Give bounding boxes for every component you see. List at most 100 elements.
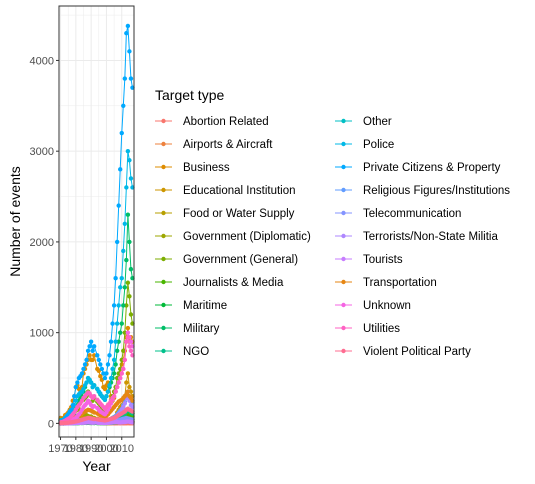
legend: Target type Abortion Related Airports & A… (155, 87, 510, 358)
data-point (81, 366, 86, 372)
legend-label: Utilities (363, 323, 400, 335)
data-point (121, 303, 126, 308)
data-point (104, 393, 109, 399)
data-point (119, 130, 124, 136)
y-axis-title: Number of events (7, 166, 23, 277)
x-tick-label: 1970 (48, 443, 72, 455)
data-point (98, 362, 103, 367)
data-point (127, 384, 132, 390)
legend-label: Tourists (363, 254, 403, 266)
data-point (128, 348, 134, 353)
legend-entries: Abortion Related Airports & Aircraft Busin… (155, 116, 510, 358)
data-point (110, 321, 115, 326)
data-point (85, 348, 91, 353)
data-point (107, 383, 112, 388)
legend-item: Maritime (155, 300, 227, 312)
data-point (111, 303, 117, 308)
data-point (79, 371, 85, 376)
legend-key-point (161, 279, 166, 285)
y-tick-label: 1000 (30, 328, 54, 340)
data-point (124, 303, 129, 308)
x-axis-title: Year (82, 458, 111, 474)
data-point (73, 398, 79, 403)
data-point (122, 221, 128, 226)
data-point (87, 344, 92, 349)
legend-item: Abortion Related (155, 116, 269, 128)
data-point (128, 266, 134, 272)
data-point (69, 407, 74, 412)
legend-key-point (341, 164, 346, 170)
data-point (119, 357, 124, 363)
data-point (90, 348, 95, 353)
legend-key-point (161, 302, 166, 308)
data-point (110, 366, 115, 372)
data-point (122, 357, 128, 363)
series-violent-political-party (58, 406, 135, 426)
legend-key-point (341, 210, 346, 216)
data-point (118, 366, 123, 372)
legend-item: Terrorists/Non-State Militia (335, 231, 498, 243)
data-point (125, 148, 131, 154)
legend-item: NGO (155, 346, 209, 358)
legend-title: Target type (155, 87, 224, 103)
data-point (118, 330, 123, 335)
data-point (75, 380, 80, 385)
legend-label: Other (363, 116, 392, 128)
plot-panel (58, 5, 135, 438)
data-point (102, 397, 108, 402)
data-point (122, 401, 128, 406)
data-point (113, 362, 118, 367)
legend-label: Unknown (363, 300, 411, 312)
data-point (72, 393, 77, 399)
data-point (114, 384, 120, 390)
legend-label: NGO (183, 346, 209, 358)
legend-item: Religious Figures/Institutions (335, 185, 510, 197)
data-point (81, 386, 86, 392)
data-point (92, 344, 97, 349)
legend-key-point (341, 256, 346, 262)
data-point (111, 357, 117, 363)
data-point (108, 375, 114, 381)
data-point (127, 239, 132, 245)
legend-item: Airports & Aircraft (155, 139, 273, 151)
data-point (84, 380, 89, 385)
data-point (124, 339, 129, 344)
data-point (127, 344, 132, 349)
data-point (82, 362, 88, 367)
legend-key-point (341, 187, 346, 193)
legend-key-point (161, 233, 166, 239)
data-point (125, 212, 131, 217)
legend-item: Transportation (335, 277, 437, 289)
panel-border (58, 5, 135, 438)
legend-key-point (341, 279, 346, 285)
data-point (90, 357, 95, 363)
data-point (102, 375, 108, 381)
data-point (125, 334, 131, 340)
legend-label: Educational Institution (183, 185, 296, 197)
legend-label: Abortion Related (183, 116, 269, 128)
data-point (125, 23, 131, 29)
data-point (70, 403, 75, 408)
data-point (73, 384, 79, 390)
legend-key-point (161, 348, 166, 354)
legend-item: Educational Institution (155, 185, 296, 197)
legend-item: Other (335, 116, 392, 128)
data-point (128, 76, 134, 81)
x-tick-label: 1990 (79, 443, 103, 455)
data-point (125, 389, 131, 394)
legend-item: Unknown (335, 300, 411, 312)
data-point (122, 330, 128, 335)
data-point (104, 371, 109, 376)
data-point (128, 176, 134, 181)
data-point (116, 203, 121, 208)
data-point (114, 375, 120, 381)
data-point (128, 312, 134, 317)
data-point (118, 375, 123, 381)
data-point (119, 371, 124, 376)
legend-item: Private Citizens & Property (335, 162, 501, 174)
legend-label: Maritime (183, 300, 227, 312)
legend-item: Violent Political Party (335, 346, 471, 358)
legend-label: Transportation (363, 277, 437, 289)
data-point (125, 330, 131, 335)
